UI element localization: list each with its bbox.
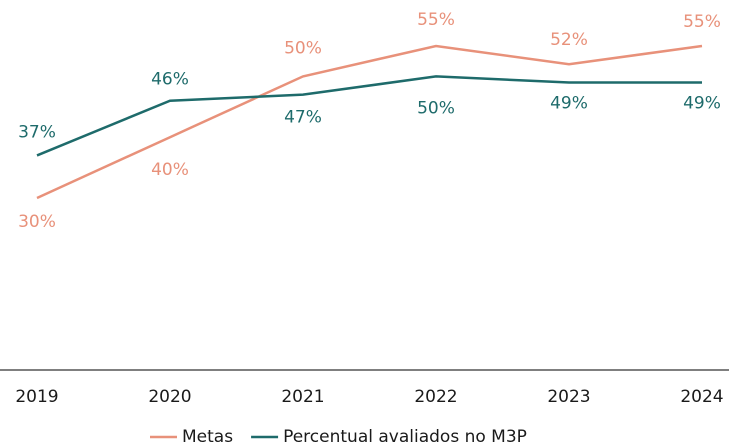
- data-label: 37%: [18, 122, 56, 142]
- x-tick-label: 2022: [414, 387, 457, 407]
- legend: Metas Percentual avaliados no M3P: [150, 427, 527, 444]
- data-label: 49%: [683, 93, 721, 113]
- x-tick-label: 2021: [281, 387, 324, 407]
- data-label: 30%: [18, 212, 56, 232]
- data-label: 52%: [550, 30, 588, 50]
- data-label: 55%: [683, 12, 721, 32]
- data-label: 50%: [417, 98, 455, 118]
- legend-label: Percentual avaliados no M3P: [283, 427, 527, 444]
- data-label: 55%: [417, 10, 455, 30]
- line-series: [36, 44, 703, 200]
- x-tick-label: 2020: [148, 387, 191, 407]
- data-label: 50%: [284, 38, 322, 58]
- data-label: 40%: [151, 160, 189, 180]
- x-tick-label: 2023: [547, 387, 590, 407]
- data-label: 46%: [151, 70, 189, 90]
- data-label: 47%: [284, 108, 322, 128]
- line-series: [36, 75, 702, 157]
- x-tick-label: 2024: [680, 387, 723, 407]
- legend-label: Metas: [182, 427, 233, 444]
- x-tick-label: 2019: [15, 387, 58, 407]
- data-label: 49%: [550, 93, 588, 113]
